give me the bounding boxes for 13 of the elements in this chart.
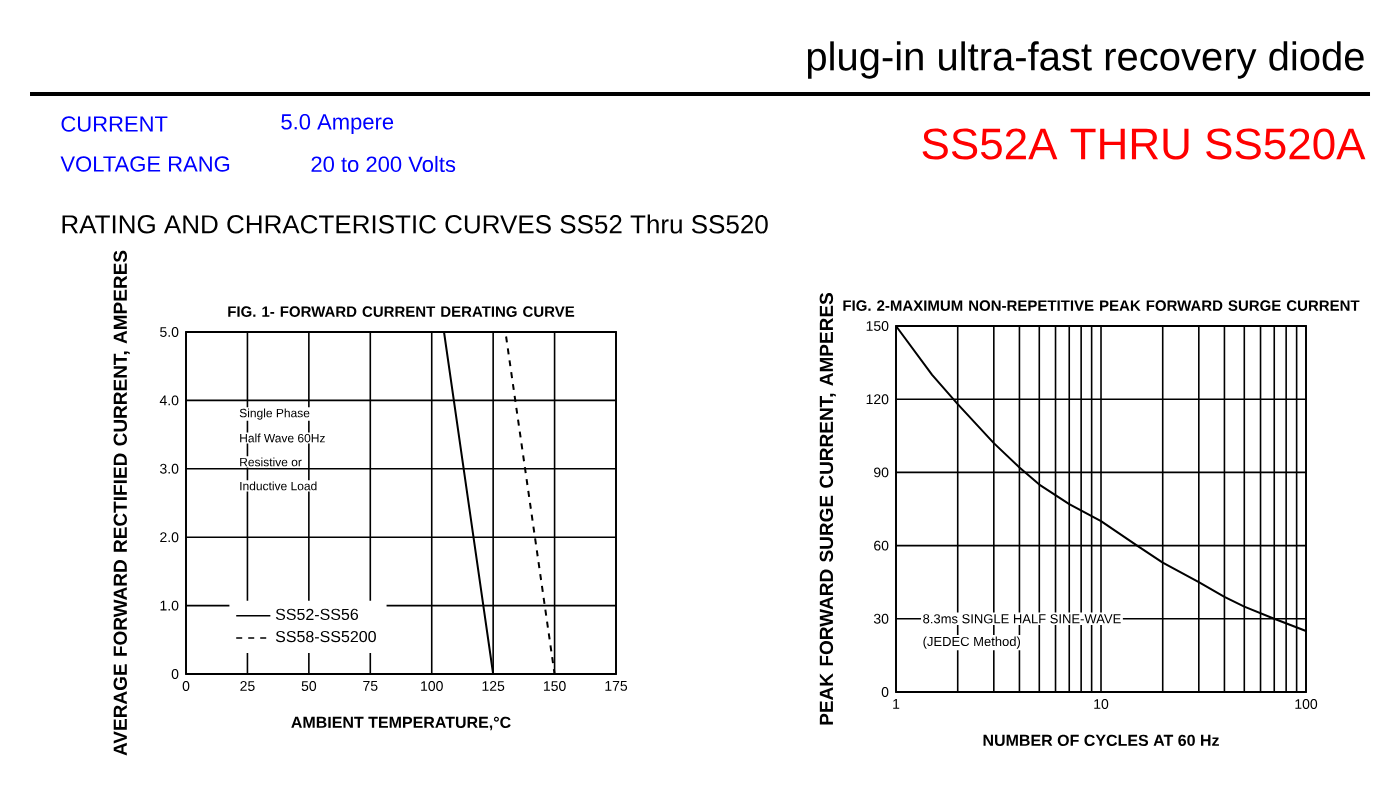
legend-label: SS52-SS56 <box>275 608 359 621</box>
x-axis-title: NUMBER OF CYCLES AT 60 Hz <box>983 734 1219 747</box>
text: SS52A THRU SS520A <box>922 128 1366 160</box>
text: RATING AND CHRACTERISTIC CURVES SS52 Thru SS520 <box>62 214 768 234</box>
text: plug-in ultra-fast recovery diode <box>807 41 1364 79</box>
text: CURRENT <box>61 116 168 132</box>
legend-label: SS58-SS5200 <box>275 631 376 643</box>
text: 20 to 200 Volts <box>311 156 456 173</box>
x-axis-title: AMBIENT TEMPERATURE,°C <box>291 716 511 731</box>
y-axis-title: AVERAGE FORWARD RECTIFIED CURRENT, AMPERES <box>113 250 130 756</box>
text: VOLTAGE RANG <box>60 156 230 172</box>
y-axis-title: PEAK FORWARD SURGE CURRENT, AMPERES <box>819 293 836 725</box>
text: 5.0 Ampere <box>281 114 394 135</box>
